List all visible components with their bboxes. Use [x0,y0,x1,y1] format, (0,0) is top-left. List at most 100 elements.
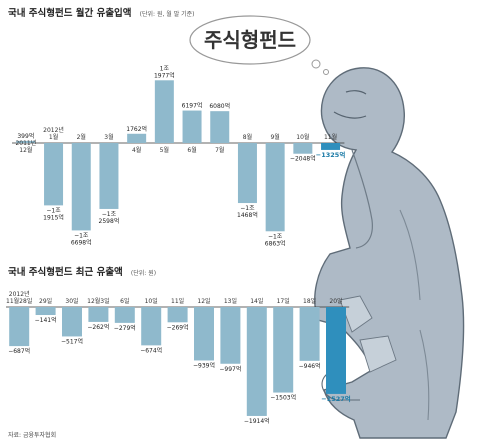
c1-category-2: 2월 [77,133,86,141]
chart2-title-line: 국내 주식형펀드 최근 유출액 (단위: 원) [8,260,156,279]
c2-bar-9 [246,307,267,416]
chart2-title: 국내 주식형펀드 최근 유출액 [8,266,123,278]
thought-bubble: 주식형펀드 [189,15,329,75]
c2-value-label-9-0: −1914억 [244,417,270,425]
thought-bubble-cloud [189,15,311,65]
c2-value-label-2-0: −517억 [61,337,83,345]
chart1-unit-note: (단위: 원, 월 말 기준) [140,10,195,18]
c1-value-label-5-1: 1977억 [154,71,175,79]
c2-category-6: 11일 [171,297,184,305]
c1-value-label-9-0: −1조 [268,233,283,240]
statue-arm-line [351,149,373,249]
c2-bar-8 [220,307,241,364]
c1-bar-6 [182,110,202,143]
c2-category-5: 10일 [145,297,158,305]
c2-category-0: 11월28일 [6,297,32,305]
c2-bar-6 [167,307,188,323]
c2-bar-1 [35,307,56,316]
c2-category-3: 12월3일 [87,297,110,305]
c1-category-8: 8월 [243,133,252,141]
c1-category-7: 7월 [215,146,224,154]
c2-bar-2 [62,307,82,337]
c2-category-year-0: 2012년 [9,290,30,298]
c1-bar-10 [293,143,313,154]
c1-category-10: 10월 [296,133,309,141]
chart2-unit-note: (단위: 원) [131,269,156,277]
c2-value-label-11-0: −946억 [299,362,321,370]
c1-category-3: 3월 [104,133,113,141]
c1-value-label-4-0: 1762억 [126,125,147,133]
c2-value-label-7-0: −939억 [193,361,215,369]
statue-knee [339,295,397,373]
c1-category-9: 9월 [270,133,279,141]
c1-value-label-7-0: 6080억 [209,102,230,110]
c2-category-4: 6일 [120,297,129,305]
c2-value-label-4-0: −279억 [114,324,136,332]
chart1-title-line: 국내 주식형펀드 월간 유출입액 (단위: 원, 월 말 기준) [8,1,195,20]
c1-bar-4 [127,133,147,143]
c2-value-label-8-0: −997억 [219,365,241,373]
thinker-statue-illustration [314,67,465,439]
c1-value-label-1-0: −1조 [46,207,61,214]
c2-value-label-1-0: −141억 [35,316,57,324]
c1-bar-5 [154,80,174,143]
c1-value-label-8-1: 1468억 [237,211,258,219]
c1-bar-8 [237,143,257,204]
c1-value-label-3-0: −1조 [102,211,117,218]
thought-dot-large [311,59,321,69]
c1-value-label-8-0: −1조 [240,205,255,212]
c1-bar-3 [99,143,119,209]
c1-value-label-10-0: −2048억 [290,155,316,163]
c1-value-label-6-0: 6197억 [182,102,203,110]
c2-value-label-10-0: −1503억 [270,394,296,402]
c1-category-11: 11월 [324,133,337,141]
thought-bubble-text: 주식형펀드 [204,28,296,52]
c1-value-label-2-1: 6698억 [71,238,92,246]
c2-bar-11 [299,307,320,361]
c1-category-1: 1월 [49,133,58,141]
c2-bar-12 [326,307,346,394]
c1-category-0: 12월 [19,146,32,154]
c2-category-11: 18일 [303,297,316,305]
chart1-title: 국내 주식형펀드 월간 유출입액 [8,7,132,19]
c2-category-7: 12일 [197,297,210,305]
c2-bar-3 [88,307,109,322]
c2-value-label-6-0: −269억 [167,323,189,331]
c2-value-label-0-0: −687억 [8,347,30,355]
c1-value-label-1-1: 1915억 [43,213,64,221]
c2-category-10: 17일 [277,297,290,305]
thought-dot-small [323,69,329,75]
c2-value-label-5-0: −674억 [140,346,162,354]
c1-category-6: 6월 [187,146,196,154]
c1-category-year-0: 2011년 [15,139,36,147]
c1-bar-0 [16,140,36,143]
c2-bar-10 [273,307,294,393]
c2-category-2: 30일 [65,297,78,305]
statue-back-line [399,209,430,421]
c1-bar-7 [210,111,230,143]
c2-bar-0 [9,307,30,347]
c1-bar-9 [265,143,285,232]
c1-value-label-3-1: 2598억 [99,217,120,225]
c1-value-label-5-0: 1조 [160,65,170,72]
c2-category-8: 13일 [224,297,237,305]
c1-value-label-2-0: −1조 [74,232,89,239]
c1-bar-2 [71,143,91,231]
c1-value-label-9-1: 6863억 [265,239,286,247]
c2-category-1: 29일 [39,297,52,305]
c1-bar-11 [321,143,341,150]
c2-bar-5 [141,307,162,346]
c2-value-label-12-0: −1527억 [321,394,351,403]
c1-category-5: 5월 [160,146,169,154]
c1-bar-1 [44,143,64,206]
source-note: 자료: 금융투자협회 [8,431,56,439]
c2-bar-4 [114,307,135,323]
statue-body [314,67,465,439]
statue-face-line [333,90,367,119]
monthly-flow-chart: 국내 주식형펀드 월간 유출입액 (단위: 원, 월 말 기준) 2011년12… [8,1,346,247]
c1-value-label-11-0: −1325억 [316,150,346,159]
c1-category-year-1: 2012년 [43,126,64,134]
c1-category-4: 4월 [132,146,141,154]
